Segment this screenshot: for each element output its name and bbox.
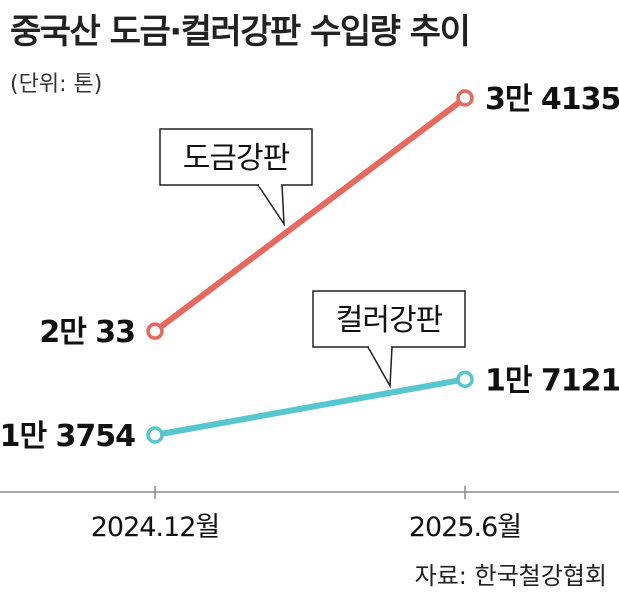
series-callout-box (312, 290, 466, 348)
series-callout-pointer (257, 184, 285, 227)
data-label: 1만 3754 (0, 419, 135, 454)
series-label: 도금강판 (183, 141, 290, 176)
x-tick-label: 2024.12월 (91, 512, 220, 543)
data-point (456, 89, 474, 107)
series-line-2 (152, 376, 468, 438)
series-line-1 (152, 95, 468, 335)
series-callout-pointer (367, 346, 393, 389)
data-point (146, 426, 164, 444)
chart-title: 중국산 도금·컬러강판 수입량 추이 (10, 12, 471, 52)
series-label: 컬러강판 (336, 303, 443, 338)
source-note: 자료: 한국철강협회 (414, 562, 607, 590)
data-label: 3만 4135 (485, 82, 619, 117)
data-label: 1만 7121 (485, 363, 619, 398)
data-point (146, 322, 164, 340)
x-tick-label: 2025.6월 (409, 512, 521, 543)
data-point (456, 370, 474, 389)
unit-label: (단위: 톤) (10, 72, 103, 97)
data-label: 2만 33 (39, 315, 135, 350)
series-callout-box (159, 128, 313, 186)
